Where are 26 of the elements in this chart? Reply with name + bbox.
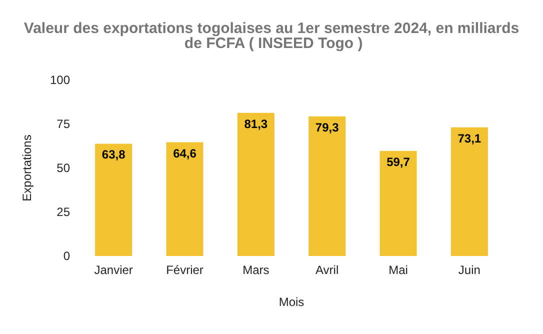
chart-title: Valeur des exportations togolaises au 1er semestre 2024, en milliards de FCFA ( INSEED Togo ) bbox=[24, 20, 520, 52]
x-tick-label: Avril bbox=[316, 263, 339, 277]
x-axis-title: Mois bbox=[278, 295, 304, 309]
y-axis-title: Exportations bbox=[20, 134, 34, 202]
y-tick-label: 0 bbox=[63, 249, 70, 263]
x-tick-label: Janvier bbox=[94, 263, 133, 277]
x-tick-label: Février bbox=[166, 263, 204, 277]
bar bbox=[166, 142, 204, 256]
bar bbox=[450, 127, 488, 256]
bar bbox=[380, 150, 417, 256]
bar bbox=[95, 144, 132, 256]
data-label: 63,8 bbox=[102, 148, 126, 162]
data-label: 79,3 bbox=[315, 120, 340, 134]
y-tick-label: 100 bbox=[50, 73, 70, 87]
data-label: 73,1 bbox=[458, 131, 482, 146]
data-label: 59,7 bbox=[386, 154, 410, 169]
bar bbox=[308, 116, 346, 256]
y-tick-label: 75 bbox=[56, 117, 70, 131]
data-label: 81,3 bbox=[244, 116, 268, 131]
bar bbox=[237, 112, 274, 256]
y-tick-label: 25 bbox=[56, 205, 70, 219]
data-label: 64,6 bbox=[173, 146, 197, 160]
x-tick-label: Juin bbox=[458, 263, 480, 277]
x-tick-label: Mai bbox=[388, 263, 408, 277]
x-tick-label: Mars bbox=[242, 263, 270, 277]
y-tick-label: 50 bbox=[56, 161, 70, 175]
